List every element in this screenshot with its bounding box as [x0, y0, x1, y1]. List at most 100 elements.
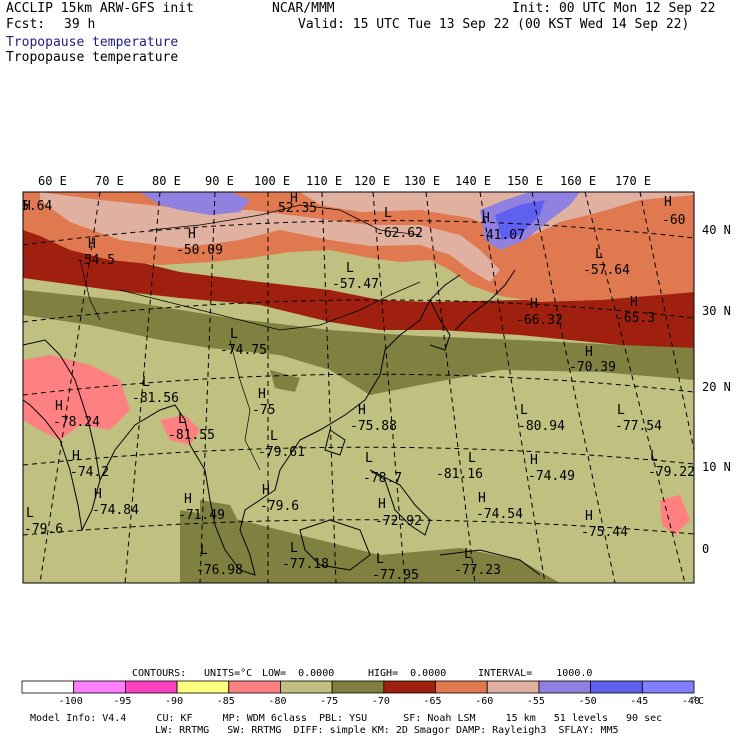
- field-label-type: L: [464, 547, 472, 562]
- field-band-80-india: [23, 355, 130, 440]
- graticule-lon-150: [531, 192, 616, 583]
- colorbar-swatch: [280, 680, 333, 694]
- field-label-type: H: [23, 199, 31, 214]
- field-label-type: L: [178, 412, 186, 427]
- lon-label: 160 E: [560, 174, 596, 188]
- field-label-type: H: [585, 509, 593, 524]
- field-label-type: H: [72, 449, 80, 464]
- field-label-high: H-65.3: [616, 295, 655, 326]
- field-label-type: H: [188, 227, 196, 242]
- field-label-value: -77.23: [454, 563, 501, 578]
- graticule-lat-30: [23, 299, 694, 323]
- field-label-type: L: [26, 506, 34, 521]
- field-band-70-south: [180, 510, 560, 583]
- colorbar: -100 -95 -90 -85 -80 -75 -70 -65 -60 -55 -50 -45 -40…: [21, 680, 704, 707]
- field-label-value: -72.92: [375, 514, 422, 529]
- forecast-label: Fcst:: [6, 17, 46, 32]
- border-mongolia: [149, 204, 421, 236]
- colorbar-swatch: [228, 680, 281, 694]
- field-label-low: L -76.98: [196, 543, 243, 578]
- field-label-high: H-74.54: [476, 491, 523, 522]
- field-label-type: L: [270, 429, 278, 444]
- graticule: [23, 192, 694, 583]
- coastline-bay-of-bengal: [99, 404, 191, 481]
- field-label-low: L-77.18: [282, 541, 329, 572]
- field-band-80-pacific: [660, 495, 690, 535]
- init-time: Init: 00 UTC Mon 12 Sep 22: [512, 1, 716, 16]
- colorbar-swatch: [538, 680, 592, 694]
- field-label-type: L: [376, 552, 384, 567]
- field-label-value: -78.24: [53, 415, 100, 430]
- colorbar-tick-label: -80: [268, 696, 286, 707]
- colorbar-tick-label: -75: [320, 696, 338, 707]
- field-label-value: -77.18: [282, 557, 329, 572]
- field-label-type: H: [262, 483, 270, 498]
- model-info-line: Model Info: V4.4 CU: KF MP: WDM 6class P…: [30, 713, 663, 724]
- field-label-type: L: [365, 451, 373, 466]
- field-label-value: -80.94: [518, 419, 565, 434]
- field-band-80-bay: [160, 415, 200, 445]
- colorbar-swatch: [21, 680, 75, 694]
- colorbar-tick-label: -50: [579, 696, 597, 707]
- field-label-type: H: [290, 191, 298, 206]
- field-label-high: H-71.49: [178, 492, 225, 523]
- field-label-low: L-57.47: [332, 261, 379, 292]
- field-label-type: L: [617, 403, 625, 418]
- field-band-65: [23, 215, 694, 348]
- field-label-high: H-66.32: [516, 297, 563, 328]
- field-label-low: L-81.16: [436, 451, 483, 482]
- lat-label: 10 N: [702, 460, 731, 474]
- latitude-labels: 40 N 30 N 20 N 10 N 0: [702, 223, 731, 556]
- coastline-india-west: [23, 339, 101, 532]
- colorbar-swatch: [383, 680, 436, 694]
- field-label-value: -74.54: [476, 507, 523, 522]
- field-label-low: L-80.94: [518, 403, 565, 434]
- coastlines: [23, 269, 541, 576]
- field-label-low: L-77.23: [454, 547, 501, 578]
- colorbar-tick-label: -70: [372, 696, 390, 707]
- colorbar-contours-label: CONTOURS:: [132, 668, 187, 679]
- colorbar-tick-label: -90: [165, 696, 183, 707]
- lon-label: 130 E: [404, 174, 440, 188]
- field-band-70-indochina: [200, 500, 240, 535]
- coastline-japan: [454, 269, 516, 331]
- field-label-value: -79.61: [258, 445, 305, 460]
- map-frame: [22, 191, 695, 584]
- field-label-type: H: [630, 295, 638, 310]
- field-label-low: L-57.64: [583, 247, 630, 278]
- graticule-lon-80: [124, 192, 161, 583]
- lon-label: 60 E: [38, 174, 67, 188]
- field-label-type: H: [478, 491, 486, 506]
- graticule-lat-0: [23, 519, 694, 536]
- colorbar-tick-label: -100: [59, 696, 83, 707]
- coastline-new-guinea: [439, 549, 541, 576]
- field-label-high: H-74.84: [92, 487, 139, 518]
- field-label-type: L: [142, 375, 150, 390]
- field-label-high: H -72.92: [375, 497, 422, 529]
- field-label-value: -66.32: [516, 313, 563, 328]
- lon-label: 90 E: [205, 174, 234, 188]
- field-label-value: -74.75: [220, 343, 267, 358]
- field-label-type: H: [530, 297, 538, 312]
- border-indochina: [229, 339, 261, 471]
- field-band-70: [23, 290, 694, 395]
- field-label-value: 52.35: [278, 201, 317, 216]
- colorbar-tick-label: -40: [682, 696, 700, 707]
- graticule-lon-160: [584, 192, 686, 583]
- field-label-high: H -41.07: [478, 211, 525, 243]
- forecast-hour: 39 h: [64, 17, 96, 32]
- field-label-type: H: [664, 195, 672, 210]
- colorbar-swatch: [124, 680, 178, 694]
- field-label-value: -75: [252, 403, 275, 418]
- field-label-type: L: [520, 403, 528, 418]
- field-label-high: H52.35: [278, 191, 317, 216]
- field-label-value: -81.56: [132, 391, 179, 406]
- field-label-value: -41.07: [478, 228, 525, 243]
- field-label-type: H: [184, 492, 192, 507]
- field-label-low: L-77.54: [615, 403, 662, 434]
- field-label-type: H: [530, 453, 538, 468]
- field-label-value: -71.49: [178, 508, 225, 523]
- graticule-lon-110: [321, 192, 337, 583]
- field-label-value: -77.54: [615, 419, 662, 434]
